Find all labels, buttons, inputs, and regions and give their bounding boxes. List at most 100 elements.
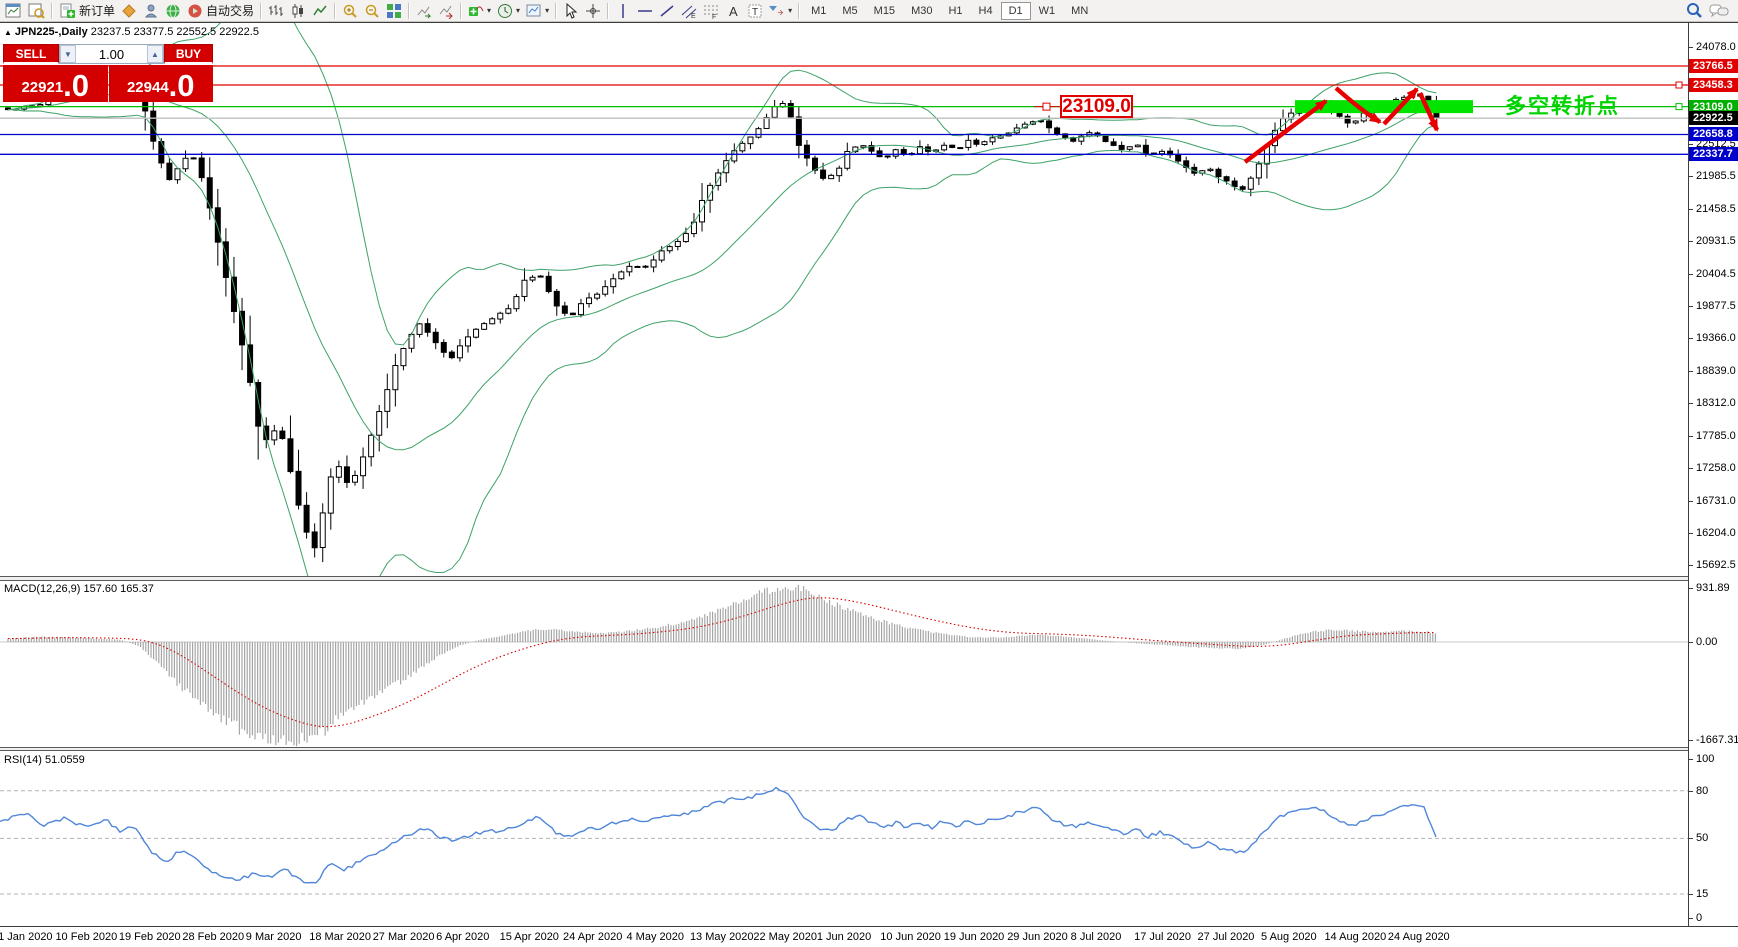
svg-text:F: F — [712, 14, 716, 19]
date-label: 24 Aug 2020 — [1387, 931, 1450, 943]
auto-scroll-button[interactable] — [413, 1, 435, 21]
buy-button[interactable]: BUY — [164, 44, 213, 64]
trendline-button[interactable] — [656, 1, 678, 21]
vertical-line-button[interactable] — [612, 1, 634, 21]
date-label: 6 Apr 2020 — [436, 931, 490, 943]
profiles-button[interactable] — [25, 1, 48, 21]
price-callout-label[interactable]: 23109.0 — [1060, 95, 1133, 118]
axis-tick-mark — [1689, 533, 1693, 534]
axis-tick-mark — [1689, 241, 1693, 242]
zoom-out-button[interactable] — [361, 1, 383, 21]
equidistant-channel-icon: E — [681, 3, 697, 19]
price-tick-label: 50 — [1696, 832, 1709, 844]
new-order-icon — [59, 3, 76, 19]
bar-chart-button[interactable] — [265, 1, 287, 21]
toolbar-separator — [260, 2, 263, 19]
date-label: 1 Jun 2020 — [816, 931, 872, 943]
text-button[interactable]: A — [722, 1, 744, 21]
chart-shift-icon — [438, 3, 454, 19]
community-icon — [165, 3, 181, 19]
timeframe-w1-button[interactable]: W1 — [1038, 4, 1056, 17]
arrows-shapes-dropdown-caret[interactable]: ▾ — [788, 6, 793, 15]
timeframe-h1-button[interactable]: H1 — [948, 4, 963, 17]
axis-tick-mark — [1689, 403, 1693, 404]
pane-splitter[interactable] — [0, 576, 1738, 581]
chart-shift-button[interactable] — [435, 1, 457, 21]
horizontal-line-button[interactable] — [634, 1, 656, 21]
timeframe-m15-button[interactable]: M15 — [873, 4, 896, 17]
price-tick-label: 16204.0 — [1696, 527, 1736, 539]
fibonacci-button[interactable]: F — [700, 1, 722, 21]
crosshair-button[interactable] — [582, 1, 604, 21]
templates-button[interactable]: ▾ — [523, 1, 552, 21]
candle-chart-button[interactable] — [287, 1, 309, 21]
arrows-shapes-icon — [769, 3, 785, 19]
new-order-button[interactable]: 新订单 — [56, 1, 118, 21]
timeframe-m30-button[interactable]: M30 — [911, 4, 933, 17]
volume-increase-button[interactable]: ▲ — [147, 45, 163, 63]
date-label: 10 Jun 2020 — [880, 931, 941, 943]
collapse-arrow-icon[interactable]: ▲ — [4, 28, 12, 37]
line-chart-button[interactable] — [309, 1, 331, 21]
volume-decrease-button[interactable]: ▼ — [60, 45, 76, 63]
axis-tick-mark — [1689, 338, 1693, 339]
price-tick-label: 19366.0 — [1696, 332, 1736, 344]
cursor-button[interactable] — [560, 1, 582, 21]
timeframe-d1-button[interactable]: D1 — [1000, 1, 1031, 20]
templates-icon — [526, 3, 542, 19]
price-tick-label: 931.89 — [1696, 582, 1730, 594]
community-button[interactable] — [162, 1, 184, 21]
tile-windows-button[interactable] — [383, 1, 405, 21]
date-label: 5 Aug 2020 — [1261, 931, 1317, 943]
metaeditor-icon — [121, 3, 137, 19]
toolbar-separator — [334, 2, 337, 19]
price-chart-canvas[interactable] — [0, 23, 1688, 576]
price-tick-label: 0.00 — [1696, 636, 1718, 648]
indicators-dropdown-caret[interactable]: ▾ — [487, 6, 492, 15]
buy-price-main: 22944 — [126, 79, 169, 96]
text-label-button[interactable]: T — [744, 1, 766, 21]
sell-price-main: 22921 — [21, 79, 64, 96]
indicators-button[interactable]: ▾ — [465, 1, 494, 21]
date-label: 24 Apr 2020 — [563, 931, 623, 943]
periods-dropdown-caret[interactable]: ▾ — [516, 6, 521, 15]
price-badge: 23766.5 — [1689, 59, 1738, 73]
text-icon: A — [725, 3, 741, 19]
axis-tick-mark — [1689, 838, 1693, 839]
price-axis[interactable]: 24078.0 22512.5 21985.5 21458.5 20931.5 20404… — [1688, 23, 1738, 926]
buy-price-display[interactable]: 22944.0 — [108, 65, 213, 102]
chart-window[interactable]: ▲ JPN225-,Daily 23237.5 23377.5 22552.5 2… — [0, 22, 1738, 947]
date-label: 17 Jul 2020 — [1134, 931, 1191, 943]
autotrading-button[interactable]: 自动交易 — [184, 1, 257, 21]
metaeditor-button[interactable] — [118, 1, 140, 21]
sell-price-display[interactable]: 22921.0 — [3, 65, 108, 102]
sell-button[interactable]: SELL — [3, 44, 59, 64]
rsi-pane-canvas[interactable] — [0, 751, 1688, 926]
templates-dropdown-caret[interactable]: ▾ — [545, 6, 550, 15]
text-label-icon: T — [747, 3, 763, 19]
date-label: 28 Feb 2020 — [182, 931, 245, 943]
axis-tick-mark — [1689, 144, 1693, 145]
vertical-line-icon — [615, 3, 631, 19]
timeframe-m5-button[interactable]: M5 — [842, 4, 858, 17]
pane-splitter[interactable] — [0, 747, 1738, 751]
volume-input[interactable] — [76, 45, 147, 63]
strategy-tester-button[interactable] — [140, 1, 162, 21]
axis-tick-mark — [1689, 306, 1693, 307]
arrows-shapes-button[interactable]: ▾ — [766, 1, 795, 21]
search-button[interactable] — [1682, 1, 1706, 21]
timeframe-m1-button[interactable]: M1 — [811, 4, 827, 17]
price-badge: 22337.7 — [1689, 147, 1738, 161]
equidistant-channel-button[interactable]: E — [678, 1, 700, 21]
timeframe-h4-button[interactable]: H4 — [978, 4, 993, 17]
zoom-in-button[interactable] — [339, 1, 361, 21]
axis-tick-mark — [1689, 176, 1693, 177]
chat-button[interactable] — [1706, 1, 1732, 21]
date-label: 15 Apr 2020 — [499, 931, 559, 943]
macd-pane-canvas[interactable] — [0, 581, 1688, 747]
periods-button[interactable]: ▾ — [494, 1, 523, 21]
new-order-label: 新订单 — [79, 4, 116, 18]
timeframe-mn-button[interactable]: MN — [1071, 4, 1089, 17]
new-chart-button[interactable] — [2, 1, 25, 21]
